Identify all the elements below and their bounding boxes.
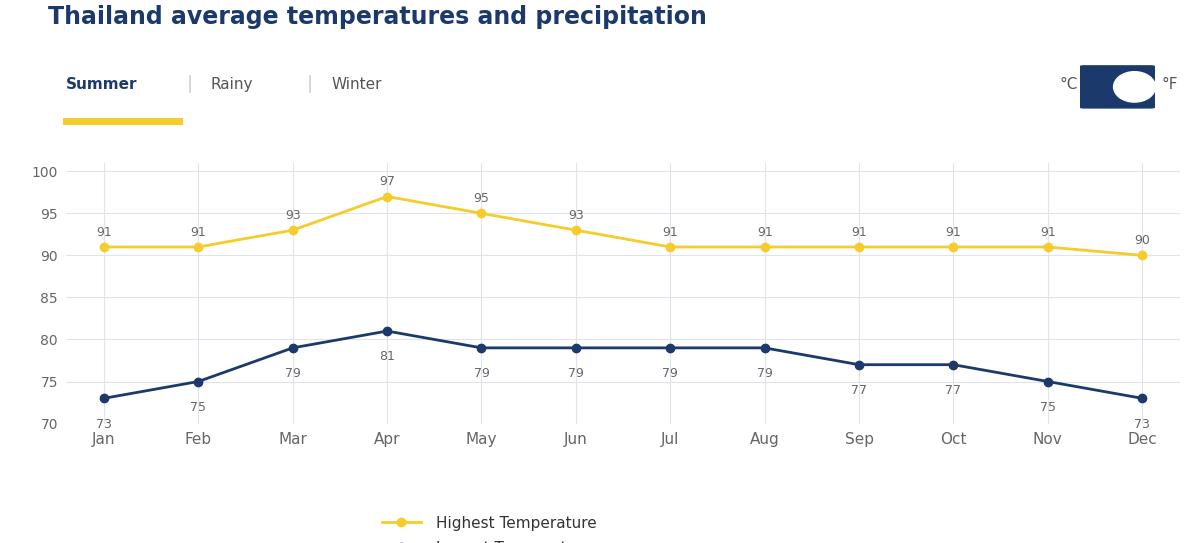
Text: 73: 73	[96, 418, 112, 431]
Text: Thailand average temperatures and precipitation: Thailand average temperatures and precip…	[48, 5, 707, 29]
Text: 75: 75	[190, 401, 206, 414]
Text: 91: 91	[757, 226, 773, 238]
Text: 91: 91	[1040, 226, 1056, 238]
Text: 81: 81	[379, 350, 395, 363]
Text: °F: °F	[1162, 77, 1179, 92]
Text: |: |	[307, 75, 313, 93]
Text: 91: 91	[662, 226, 678, 238]
Text: 79: 79	[756, 367, 773, 380]
Text: °C: °C	[1060, 77, 1078, 92]
Text: 79: 79	[285, 367, 301, 380]
Circle shape	[1114, 72, 1156, 102]
FancyBboxPatch shape	[1076, 65, 1158, 109]
Text: 75: 75	[1040, 401, 1056, 414]
Text: 77: 77	[945, 384, 962, 397]
Text: 93: 93	[568, 209, 584, 222]
Text: 90: 90	[1134, 234, 1150, 247]
Text: 73: 73	[1134, 418, 1150, 431]
Text: 91: 91	[190, 226, 206, 238]
Text: 79: 79	[473, 367, 490, 380]
Text: Summer: Summer	[66, 77, 137, 92]
Text: Winter: Winter	[331, 77, 382, 92]
Text: 77: 77	[851, 384, 867, 397]
Text: 91: 91	[851, 226, 867, 238]
Text: 91: 91	[945, 226, 961, 238]
Text: 91: 91	[96, 226, 112, 238]
Text: 93: 93	[285, 209, 301, 222]
Text: 95: 95	[473, 192, 490, 205]
Text: 79: 79	[662, 367, 678, 380]
Text: 97: 97	[379, 175, 395, 188]
Legend: Highest Temperature, Lowest Temperature: Highest Temperature, Lowest Temperature	[376, 509, 603, 543]
Text: |: |	[187, 75, 193, 93]
Text: 79: 79	[568, 367, 584, 380]
Text: Rainy: Rainy	[211, 77, 253, 92]
